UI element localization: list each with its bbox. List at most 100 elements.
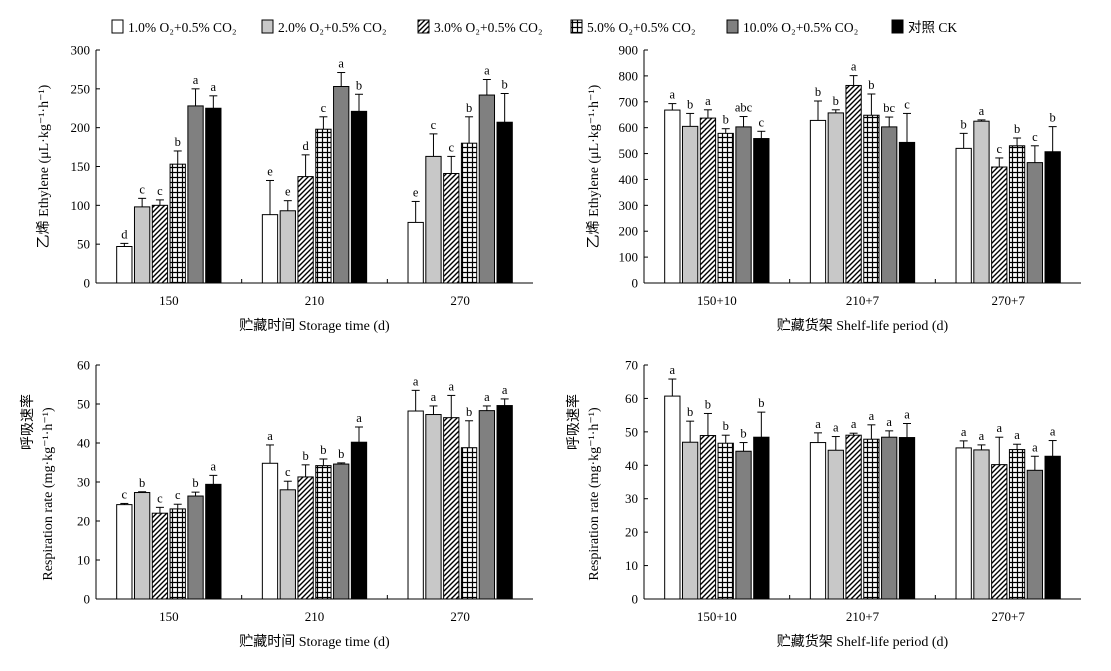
- bar: [1044, 151, 1061, 284]
- bar: [350, 441, 368, 600]
- legend-swatch-1: [111, 19, 124, 34]
- bar: [460, 447, 478, 600]
- bar: [845, 434, 862, 600]
- significance-letter: b: [302, 449, 308, 463]
- y-tick-label: 600: [619, 120, 639, 135]
- bar: [333, 86, 350, 284]
- y-tick-label: 0: [632, 592, 639, 607]
- significance-letter: b: [356, 78, 362, 92]
- bar: [991, 464, 1008, 600]
- bar: [496, 121, 513, 284]
- significance-letter: a: [1014, 428, 1020, 442]
- significance-letter: b: [1050, 111, 1056, 125]
- bar: [991, 166, 1008, 284]
- bar: [187, 495, 204, 600]
- significance-letter: a: [211, 459, 217, 473]
- significance-letter: d: [121, 227, 128, 241]
- y-tick-label: 500: [619, 146, 639, 161]
- legend-label-3: 3.0% O₂+0.5% CO₂: [434, 20, 543, 35]
- y-tick-label: 10: [625, 558, 638, 573]
- bar: [898, 141, 916, 284]
- significance-letter: a: [1050, 425, 1056, 439]
- bar: [297, 476, 314, 600]
- y-tick-label: 20: [625, 525, 638, 540]
- bar: [151, 204, 169, 284]
- x-axis-title: 贮藏货架 Shelf-life period (d): [777, 633, 949, 650]
- bar: [955, 447, 972, 600]
- legend-label-4: 5.0% O₂+0.5% CO₂: [587, 20, 696, 35]
- x-tick-label: 270: [450, 609, 470, 624]
- bar: [681, 441, 699, 600]
- bar: [407, 410, 424, 600]
- significance-letter: c: [904, 97, 910, 111]
- significance-letter: a: [484, 390, 490, 404]
- y-tick-label: 300: [71, 43, 91, 58]
- bar: [460, 142, 478, 284]
- significance-letter: a: [267, 429, 273, 443]
- significance-letter: b: [320, 443, 326, 457]
- significance-letter: b: [139, 476, 145, 490]
- significance-letter: b: [833, 94, 839, 108]
- y-tick-label: 10: [77, 553, 90, 568]
- bar: [478, 410, 496, 600]
- x-tick-label: 210: [305, 293, 325, 308]
- significance-letter: a: [670, 88, 676, 102]
- bar: [845, 84, 862, 284]
- bar: [151, 512, 169, 600]
- significance-letter: a: [869, 409, 875, 423]
- y-tick-label: 20: [77, 514, 90, 529]
- y-tick-label: 700: [619, 94, 639, 109]
- bar: [169, 163, 186, 284]
- significance-letter: b: [740, 427, 746, 441]
- y-tick-label: 200: [71, 120, 91, 135]
- significance-letter: c: [1032, 130, 1038, 144]
- bar: [699, 435, 717, 600]
- significance-letter: a: [979, 104, 985, 118]
- bar: [443, 417, 460, 600]
- significance-letter: a: [979, 429, 985, 443]
- significance-letter: b: [705, 397, 711, 411]
- bar: [496, 405, 513, 600]
- bar: [863, 114, 880, 284]
- bar: [205, 107, 222, 284]
- bar: [717, 132, 734, 284]
- y-tick-label: 40: [625, 458, 638, 473]
- x-tick-label: 270: [450, 293, 470, 308]
- y-tick-label: 30: [77, 475, 90, 490]
- bar: [261, 462, 279, 600]
- legend: 1.0% O₂+0.5% CO₂ 2.0% O₂+0.5% CO₂ 3.0% O₂+…: [111, 19, 957, 35]
- bar: [973, 449, 990, 600]
- y-tick-label: 50: [625, 424, 638, 439]
- x-tick-label: 210: [305, 609, 325, 624]
- y-tick-label: 40: [77, 436, 90, 451]
- bar: [664, 395, 681, 600]
- significance-letter: d: [302, 139, 309, 153]
- y-tick-label: 70: [625, 358, 638, 373]
- legend-swatch-6: [891, 19, 904, 34]
- legend-label-5: 10.0% O₂+0.5% CO₂: [743, 20, 858, 35]
- y-axis-title-cn: 呼吸速率: [19, 394, 36, 450]
- bar: [350, 110, 368, 284]
- bar: [279, 210, 296, 284]
- significance-letter: c: [157, 184, 163, 198]
- bar: [169, 508, 186, 600]
- y-axis-title-en: Respiration rate (mg·kg⁻¹·h⁻¹): [41, 407, 56, 581]
- significance-letter: b: [868, 78, 874, 92]
- legend-swatch-2: [261, 19, 274, 34]
- significance-letter: c: [122, 487, 128, 501]
- y-tick-label: 60: [625, 391, 638, 406]
- bar: [1044, 455, 1061, 600]
- bar: [425, 155, 442, 284]
- bar: [699, 117, 717, 284]
- significance-letter: b: [175, 135, 181, 149]
- significance-letter: a: [413, 374, 419, 388]
- legend-swatch-4: [570, 19, 583, 34]
- x-axis-title: 贮藏货架 Shelf-life period (d): [777, 317, 949, 334]
- significance-letter: c: [996, 142, 1002, 156]
- significance-letter: c: [139, 182, 145, 196]
- significance-letter: b: [687, 97, 693, 111]
- significance-letter: b: [723, 113, 729, 127]
- significance-letter: a: [996, 421, 1002, 435]
